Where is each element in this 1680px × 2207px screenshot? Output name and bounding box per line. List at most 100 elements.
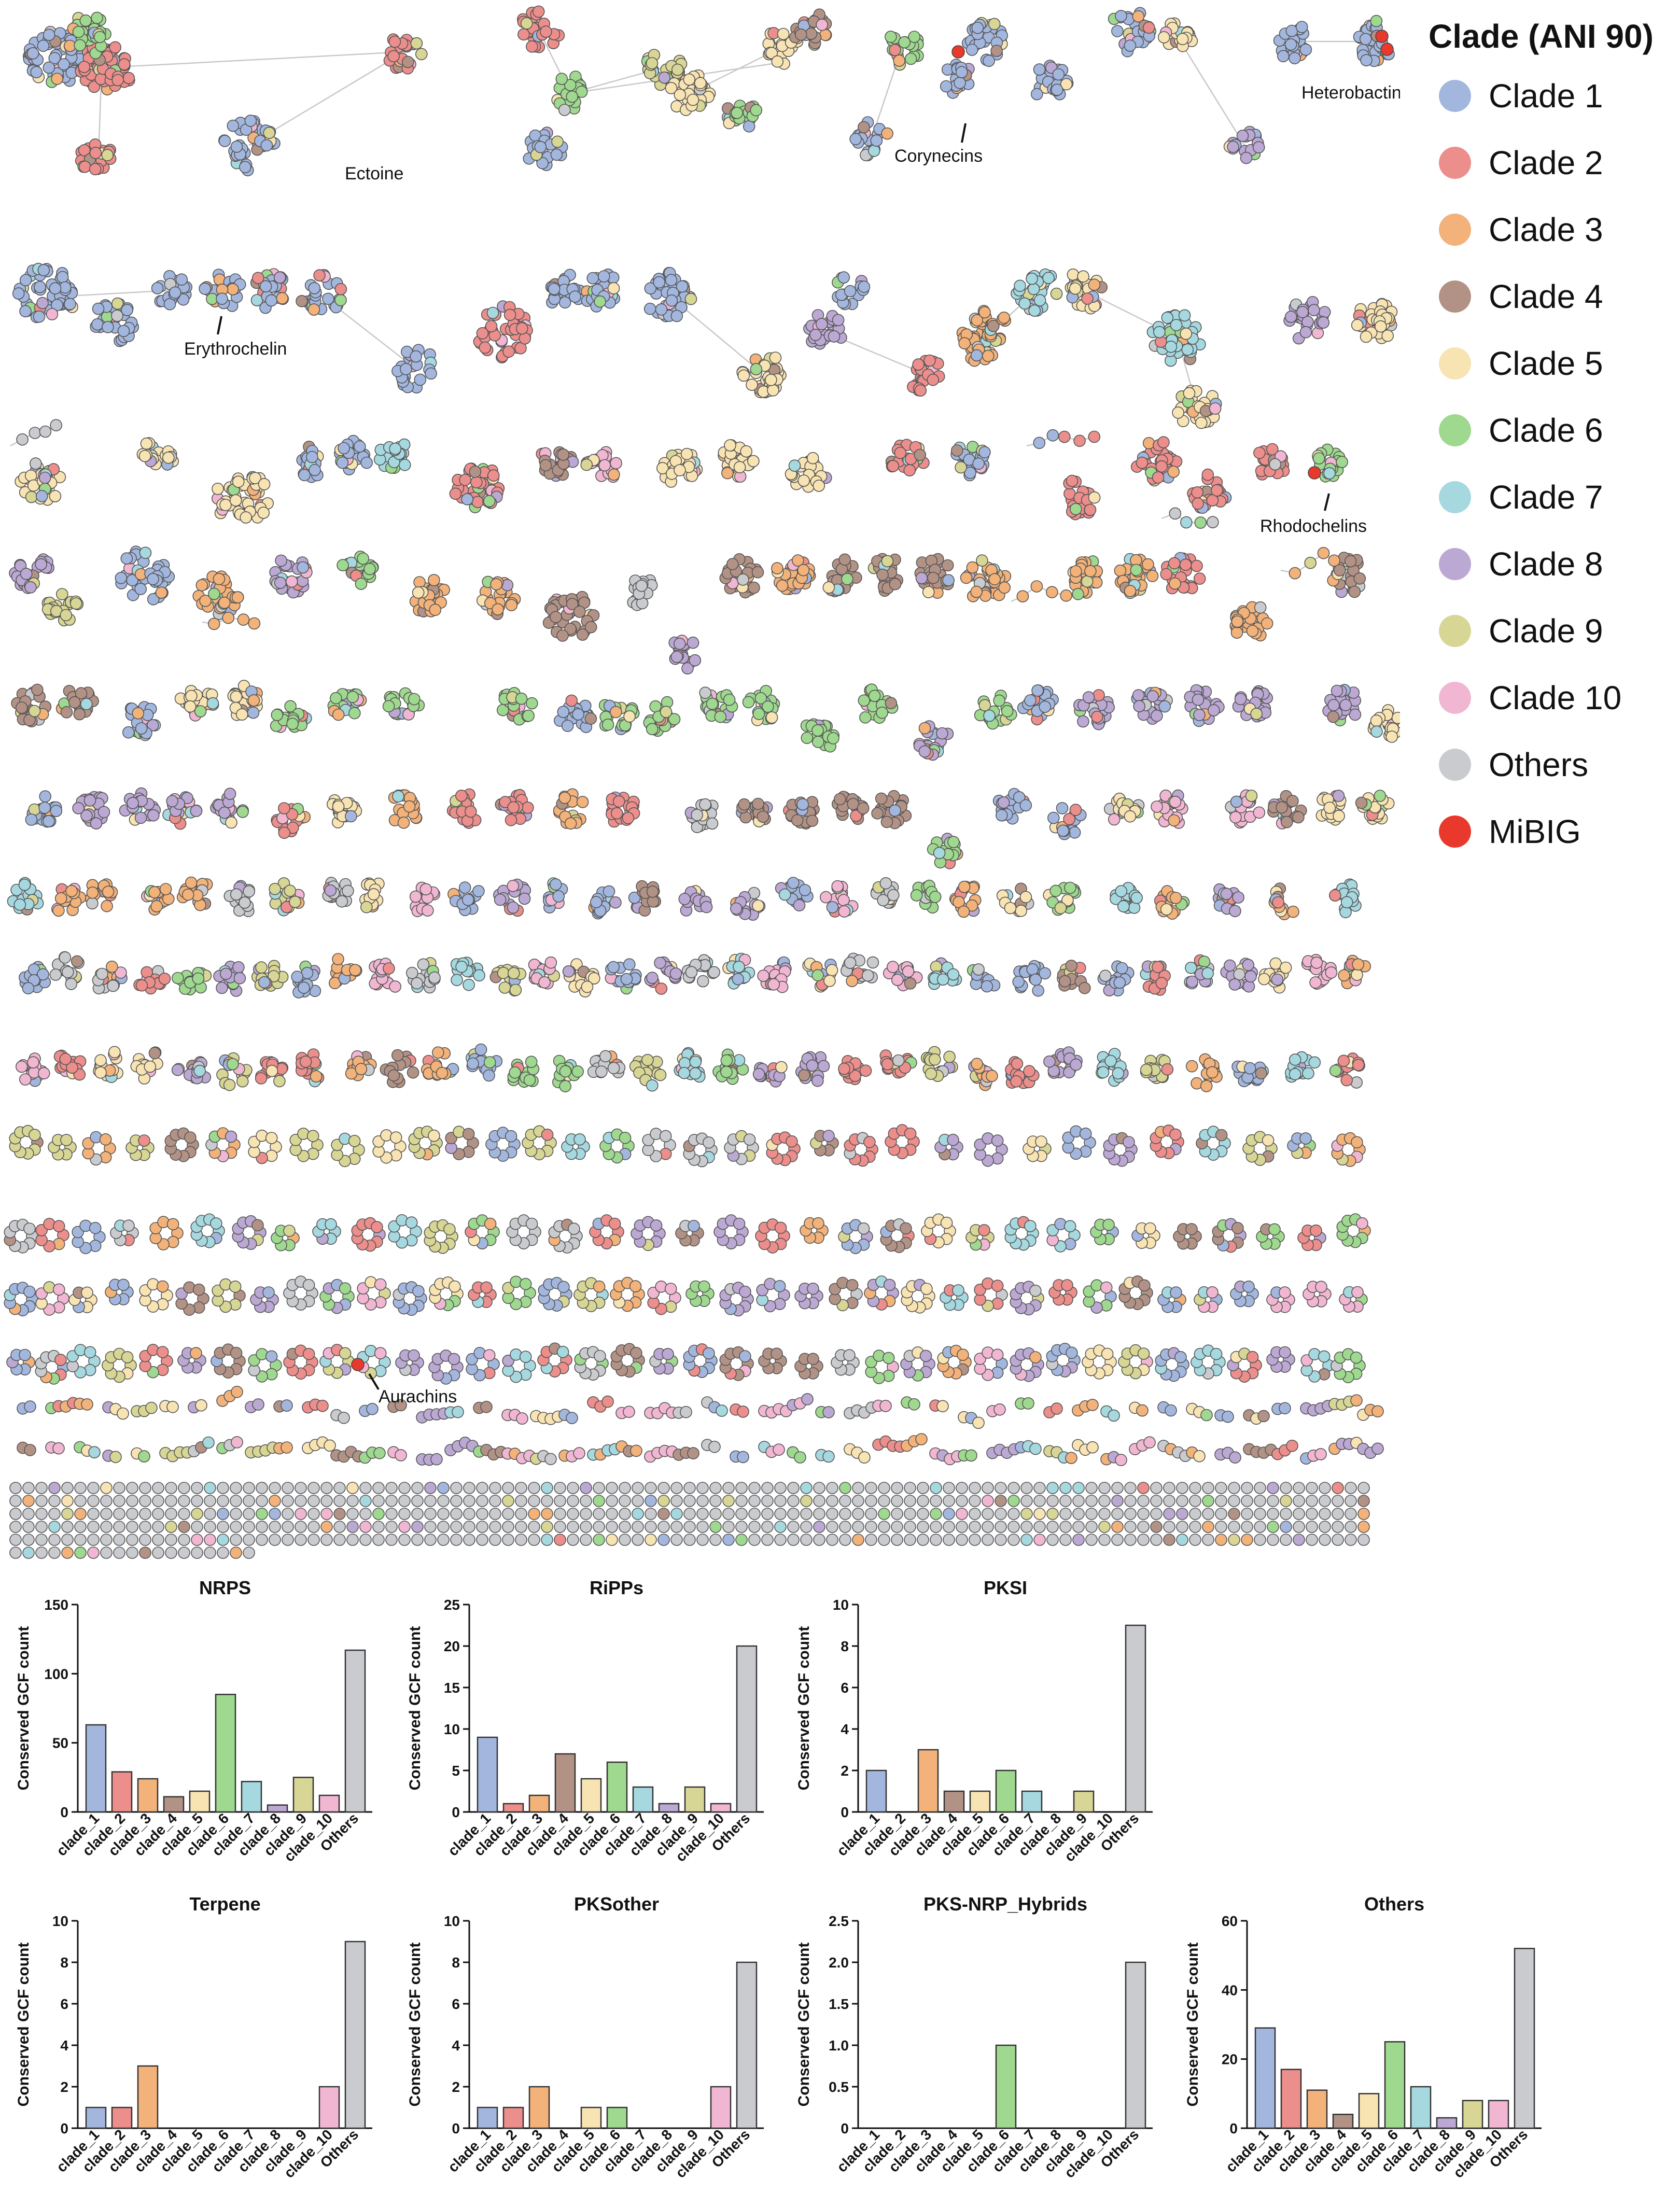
gcf-node — [820, 891, 832, 904]
gcf-node — [469, 466, 482, 478]
gcf-node — [929, 1053, 941, 1066]
gcf-node — [43, 61, 55, 74]
gcf-node — [1010, 1075, 1023, 1088]
gcf-node — [767, 384, 779, 397]
gcf-node — [127, 797, 139, 809]
gcf-node — [36, 490, 48, 502]
gcf-node — [1058, 975, 1071, 988]
gcf-node — [929, 891, 942, 903]
gcf-node — [797, 474, 810, 487]
gcf-node — [458, 881, 471, 894]
gcf-node — [912, 358, 925, 371]
gcf-node — [1308, 1056, 1321, 1069]
gcf-node — [893, 54, 905, 67]
gcf-node — [653, 276, 665, 289]
gcf-node — [38, 1067, 50, 1079]
gcf-node — [689, 1067, 702, 1080]
gcf-node — [58, 58, 70, 71]
gcf-node — [1108, 813, 1121, 826]
gcf-node — [148, 1047, 161, 1060]
gcf-node — [172, 972, 184, 985]
gcf-node — [260, 139, 273, 152]
gcf-node — [544, 956, 557, 969]
gcf-node — [1165, 340, 1178, 353]
gcf-node — [738, 798, 751, 811]
gcf-node — [742, 696, 755, 709]
gcf-network: Heterobactins Corynecins Ectoine Erythro… — [4, 5, 1400, 1559]
gcf-node — [19, 305, 32, 318]
gcf-node — [557, 706, 570, 718]
gcf-node — [598, 459, 611, 472]
gcf-node — [573, 606, 586, 618]
gcf-node — [141, 966, 153, 979]
gcf-node — [1114, 564, 1127, 577]
gcf-node — [889, 804, 901, 817]
gcf-node — [1024, 694, 1037, 707]
gcf-node — [117, 325, 130, 338]
gcf-node — [1374, 790, 1387, 802]
gcf-node — [590, 896, 603, 908]
gcf-node — [338, 442, 350, 455]
gcf-node — [49, 490, 62, 502]
gcf-node — [838, 1062, 850, 1075]
gcf-node — [706, 817, 719, 830]
gcf-node — [771, 562, 783, 574]
gcf-node — [1077, 270, 1089, 283]
gcf-node — [1349, 708, 1362, 721]
gcf-node — [107, 979, 119, 992]
gcf-node — [1185, 962, 1197, 974]
gcf-node — [816, 18, 828, 31]
gcf-node — [461, 893, 474, 906]
gcf-node — [298, 469, 311, 482]
gcf-node — [1081, 292, 1094, 305]
gcf-node — [389, 442, 402, 455]
gcf-node — [1299, 44, 1312, 56]
gcf-node — [88, 80, 101, 93]
gcf-node — [360, 901, 373, 913]
gcf-node — [80, 698, 93, 710]
gcf-node — [532, 5, 545, 18]
gcf-node — [1032, 984, 1044, 997]
gcf-node — [714, 710, 727, 723]
gcf-node — [809, 329, 822, 341]
gcf-node — [502, 345, 515, 358]
gcf-node — [462, 1128, 475, 1141]
gcf-node — [1112, 1067, 1125, 1080]
gcf-node — [307, 303, 320, 316]
gcf-node — [988, 573, 1001, 586]
gcf-node — [584, 712, 597, 725]
gcf-node — [60, 706, 73, 719]
gcf-node — [1001, 705, 1014, 718]
gcf-node — [1304, 556, 1317, 569]
gcf-node — [1289, 567, 1301, 580]
gcf-node — [139, 546, 152, 559]
gcf-node — [363, 563, 376, 575]
gcf-node — [1157, 436, 1170, 448]
gcf-node — [687, 93, 699, 106]
gcf-node — [914, 448, 927, 461]
gcf-node — [97, 806, 110, 819]
gcf-node — [1201, 967, 1214, 980]
gcf-node — [236, 806, 249, 818]
gcf-node — [505, 814, 517, 826]
gcf-node — [526, 697, 538, 710]
gcf-node — [892, 1054, 905, 1067]
gcf-node — [102, 885, 115, 898]
gcf-node — [871, 807, 884, 820]
gcf-node — [273, 1075, 286, 1088]
gcf-node — [184, 1131, 197, 1144]
gcf-node — [419, 883, 432, 896]
gcf-node — [569, 290, 581, 303]
gcf-node — [684, 292, 697, 305]
gcf-node — [1211, 484, 1223, 497]
gcf-node — [858, 121, 870, 134]
gcf-node — [360, 456, 373, 469]
gcf-node — [1058, 430, 1071, 443]
gcf-node — [218, 596, 231, 609]
gcf-node — [550, 148, 563, 161]
gcf-node — [428, 574, 440, 586]
gcf-node — [1130, 892, 1143, 904]
gcf-node — [607, 961, 620, 974]
gcf-node — [1054, 902, 1067, 915]
gcf-node — [1088, 278, 1101, 291]
